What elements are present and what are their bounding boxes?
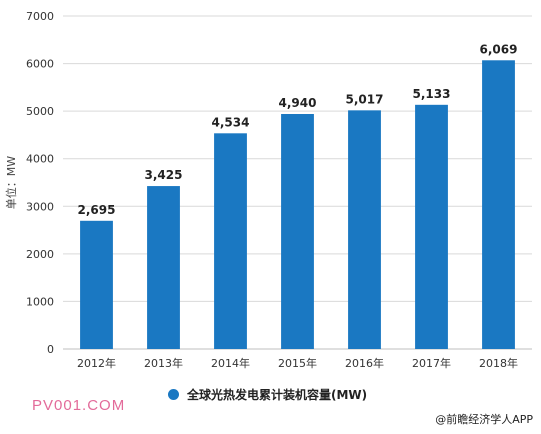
x-tick-label: 2015年 — [278, 356, 317, 370]
y-tick-label: 1000 — [26, 295, 54, 308]
source-credit: @前瞻经济学人APP — [435, 413, 533, 426]
y-tick-label: 5000 — [26, 105, 54, 118]
legend-label: 全球光热发电累计装机容量(MW) — [187, 388, 368, 402]
data-label: 5,017 — [346, 92, 384, 106]
site-watermark: PV001.COM — [32, 397, 126, 414]
bar — [80, 220, 113, 349]
data-label: 3,425 — [145, 168, 183, 182]
x-tick-label: 2014年 — [211, 356, 250, 370]
x-tick-label: 2013年 — [144, 356, 183, 370]
y-tick-label: 4000 — [26, 153, 54, 166]
data-label: 5,133 — [413, 87, 451, 101]
x-tick-label: 2012年 — [77, 356, 116, 370]
data-label: 4,534 — [212, 115, 250, 129]
legend-swatch — [168, 389, 179, 400]
x-tick-label: 2017年 — [412, 356, 451, 370]
bar — [147, 186, 180, 349]
x-tick-label: 2018年 — [479, 356, 518, 370]
x-tick-label: 2016年 — [345, 356, 384, 370]
bar — [482, 60, 515, 349]
legend: 全球光热发电累计装机容量(MW) — [168, 386, 367, 403]
y-tick-label: 3000 — [26, 200, 54, 213]
bar — [348, 110, 381, 350]
data-label: 4,940 — [279, 96, 317, 110]
bar — [214, 133, 247, 349]
y-tick-label: 6000 — [26, 58, 54, 71]
bar — [415, 104, 448, 349]
data-label: 6,069 — [480, 42, 518, 56]
y-axis-title: 单位：MW — [4, 156, 18, 209]
y-tick-label: 7000 — [26, 10, 54, 23]
bar — [281, 113, 314, 349]
data-label: 2,695 — [78, 203, 116, 217]
y-tick-label: 0 — [47, 343, 54, 356]
y-tick-label: 2000 — [26, 248, 54, 261]
